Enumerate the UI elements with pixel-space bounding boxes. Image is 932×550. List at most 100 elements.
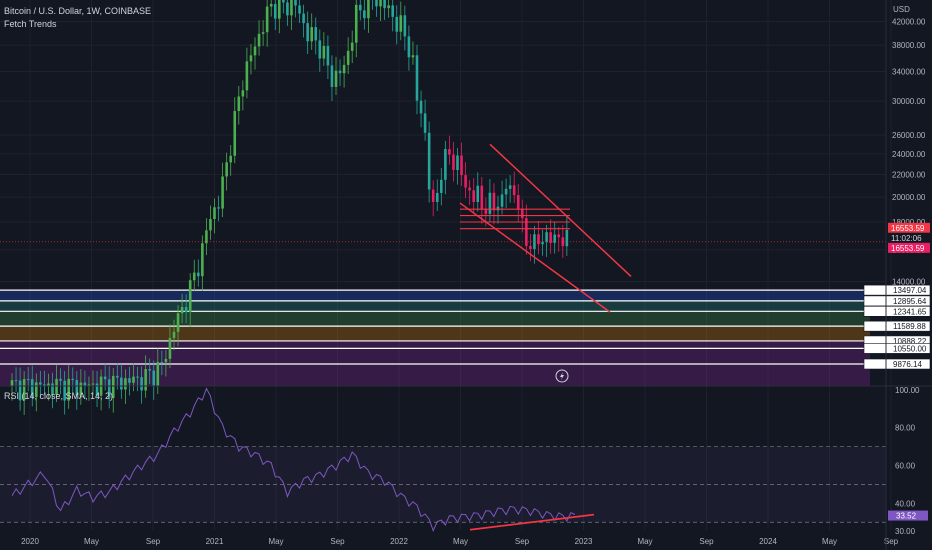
candle-body[interactable] [83, 382, 87, 387]
candle-body[interactable] [26, 379, 30, 381]
candle-body[interactable] [273, 3, 277, 19]
candle-body[interactable] [47, 383, 50, 387]
candle-body[interactable] [184, 307, 188, 313]
candle-body[interactable] [156, 361, 160, 386]
candle-body[interactable] [233, 111, 237, 156]
candle-body[interactable] [500, 194, 504, 207]
candle-body[interactable] [67, 378, 70, 401]
candle-body[interactable] [176, 313, 180, 332]
candle-body[interactable] [322, 45, 326, 59]
rsi-trendline[interactable] [469, 513, 595, 531]
candle-body[interactable] [144, 369, 147, 391]
candle-body[interactable] [314, 27, 318, 41]
candle-body[interactable] [257, 33, 261, 47]
candle-body[interactable] [440, 179, 443, 193]
candle-body[interactable] [107, 379, 111, 399]
candle-body[interactable] [51, 383, 54, 395]
trendline-upper[interactable] [489, 143, 632, 277]
candle-body[interactable] [415, 55, 419, 101]
candle-body[interactable] [30, 379, 34, 398]
candle-body[interactable] [423, 113, 427, 133]
candle-body[interactable] [516, 195, 520, 209]
candle-body[interactable] [290, 0, 293, 16]
candle-body[interactable] [464, 175, 467, 188]
candle-body[interactable] [537, 234, 540, 245]
candle-body[interactable] [545, 232, 548, 243]
candle-body[interactable] [192, 272, 196, 281]
candle-body[interactable] [334, 70, 338, 87]
candle-body[interactable] [95, 383, 99, 396]
candle-body[interactable] [452, 154, 455, 170]
candle-body[interactable] [39, 382, 42, 385]
candle-body[interactable] [561, 237, 565, 247]
candle-body[interactable] [197, 272, 200, 277]
candle-body[interactable] [359, 4, 362, 11]
candle-body[interactable] [249, 55, 253, 62]
candle-body[interactable] [18, 380, 22, 401]
candle-body[interactable] [298, 5, 301, 14]
candle-body[interactable] [229, 155, 232, 163]
candle-body[interactable] [549, 232, 552, 243]
candle-body[interactable] [269, 3, 273, 7]
trendline-lower[interactable] [459, 202, 611, 313]
candle-body[interactable] [282, 0, 285, 3]
candle-body[interactable] [225, 162, 228, 177]
candle-body[interactable] [63, 380, 66, 401]
candle-body[interactable] [201, 243, 204, 277]
candle-body[interactable] [460, 155, 463, 176]
candle-body[interactable] [75, 380, 79, 396]
candle-body[interactable] [188, 280, 192, 313]
candle-body[interactable] [168, 338, 172, 359]
candle-body[interactable] [435, 192, 439, 202]
candle-body[interactable] [205, 230, 208, 244]
candle-body[interactable] [456, 155, 459, 170]
candle-body[interactable] [217, 207, 220, 209]
candle-body[interactable] [87, 384, 91, 387]
candle-body[interactable] [132, 376, 135, 383]
candle-body[interactable] [136, 376, 139, 378]
candle-body[interactable] [383, 0, 386, 9]
candle-body[interactable] [140, 377, 143, 391]
candle-body[interactable] [354, 4, 358, 43]
candle-body[interactable] [431, 189, 435, 202]
candle-body[interactable] [407, 36, 411, 58]
candle-body[interactable] [512, 185, 516, 196]
candle-body[interactable] [399, 15, 403, 32]
candle-body[interactable] [326, 45, 330, 66]
candle-body[interactable] [379, 0, 382, 7]
price-axis[interactable]: USD14000.0016000.0018000.0020000.0022000… [863, 5, 931, 370]
candle-body[interactable] [521, 208, 524, 219]
candle-body[interactable] [492, 192, 496, 211]
candle-body[interactable] [253, 46, 257, 56]
candle-body[interactable] [111, 375, 115, 399]
candle-body[interactable] [403, 15, 407, 37]
candle-body[interactable] [180, 307, 184, 314]
candle-body[interactable] [391, 5, 394, 17]
candle-body[interactable] [71, 378, 75, 381]
time-axis[interactable]: 2020 May Sep 2021 May Sep 2022 May Sep 2023 May Sep… [21, 537, 899, 546]
candle-body[interactable] [468, 187, 471, 191]
candle-body[interactable] [59, 378, 62, 381]
candle-body[interactable] [14, 380, 18, 382]
candle-body[interactable] [10, 380, 14, 386]
candle-body[interactable] [508, 185, 512, 189]
trend-lines[interactable] [459, 143, 632, 313]
candle-body[interactable] [427, 132, 431, 190]
candle-body[interactable] [448, 149, 451, 155]
candle-body[interactable] [395, 16, 399, 32]
candles[interactable] [0, 0, 886, 415]
candle-body[interactable] [91, 383, 95, 385]
candle-body[interactable] [302, 13, 305, 24]
candle-body[interactable] [338, 70, 342, 74]
candle-body[interactable] [160, 361, 164, 363]
candle-body[interactable] [488, 192, 492, 214]
candle-body[interactable] [525, 218, 528, 246]
candle-body[interactable] [346, 50, 350, 65]
candle-body[interactable] [553, 234, 556, 243]
candle-body[interactable] [221, 176, 224, 209]
candle-body[interactable] [265, 6, 269, 33]
candle-body[interactable] [152, 370, 156, 386]
candle-body[interactable] [504, 188, 508, 195]
candle-body[interactable] [387, 5, 390, 9]
candle-body[interactable] [350, 42, 354, 51]
